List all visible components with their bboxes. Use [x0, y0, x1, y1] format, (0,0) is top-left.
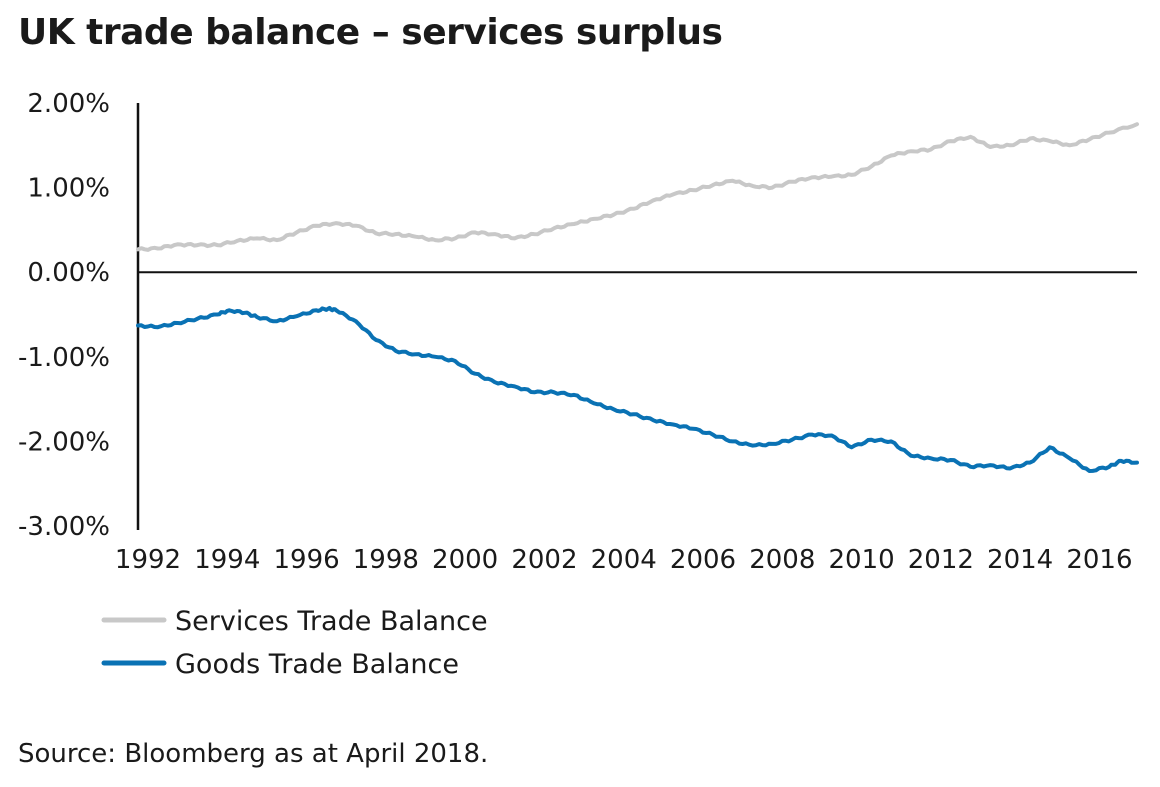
- x-tick-label: 2000: [432, 545, 498, 575]
- x-tick-label: 1996: [273, 545, 339, 575]
- x-tick-label: 2004: [591, 545, 657, 575]
- x-tick-label: 2014: [987, 545, 1053, 575]
- y-tick-label: 1.00%: [27, 174, 110, 204]
- x-tick-label: 2008: [749, 545, 815, 575]
- y-tick-label: 2.00%: [27, 89, 110, 119]
- y-tick-label: -2.00%: [18, 427, 110, 457]
- legend-label-services-trade-balance: Services Trade Balance: [175, 606, 488, 637]
- x-tick-label: 2010: [828, 545, 894, 575]
- series-lines: [136, 122, 1139, 473]
- x-tick-label: 2016: [1066, 545, 1132, 575]
- y-tick-label: -3.00%: [18, 512, 110, 542]
- y-tick-label: 0.00%: [27, 258, 110, 288]
- x-tick-label: 2012: [908, 545, 974, 575]
- axes: [136, 103, 1137, 530]
- y-axis-tick-labels: 2.00% 1.00% 0.00% -1.00% -2.00% -3.00%: [18, 89, 110, 542]
- x-tick-label: 1994: [194, 545, 260, 575]
- series-line-goods-trade-balance: [136, 305, 1139, 473]
- x-tick-label: 1998: [353, 545, 419, 575]
- chart-title: UK trade balance – services surplus: [18, 12, 723, 53]
- series-line-services-trade-balance: [136, 122, 1139, 252]
- x-axis-tick-labels: 1992 1994 1996 1998 2000 2002 2004 2006 2008 2010…: [115, 545, 1133, 575]
- legend: Services Trade Balance Goods Trade Balanc…: [101, 606, 488, 680]
- x-tick-label: 2006: [670, 545, 736, 575]
- y-tick-label: -1.00%: [18, 343, 110, 373]
- source-note: Source: Bloomberg as at April 2018.: [18, 739, 489, 769]
- x-tick-label: 2002: [511, 545, 577, 575]
- legend-label-goods-trade-balance: Goods Trade Balance: [175, 649, 459, 680]
- x-tick-label: 1992: [115, 545, 181, 575]
